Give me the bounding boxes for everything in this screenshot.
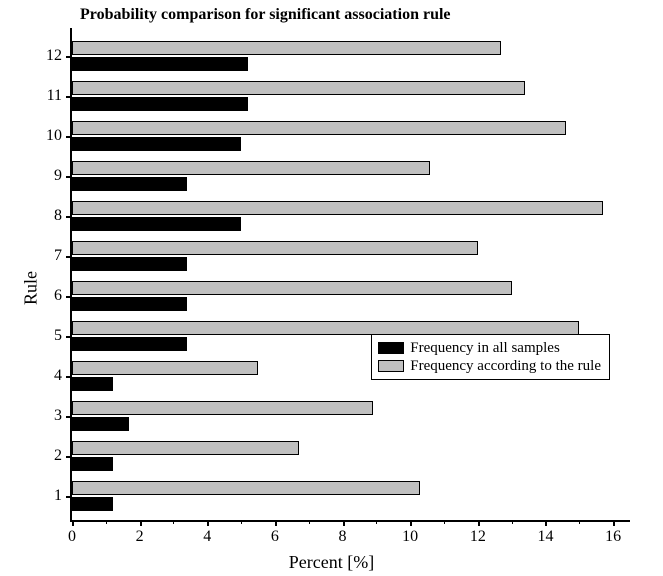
bar-frequency-rule xyxy=(72,41,501,55)
bar-frequency-rule xyxy=(72,241,478,255)
y-tick-label: 10 xyxy=(46,127,62,145)
bar-frequency-all xyxy=(72,297,187,311)
plot-area: 0246810121416123456789101112Frequency in… xyxy=(70,28,630,522)
legend-item: Frequency in all samples xyxy=(378,339,601,357)
y-tick-label: 2 xyxy=(54,447,62,465)
x-tick-minor xyxy=(241,520,242,524)
bar-frequency-rule xyxy=(72,401,373,415)
bar-frequency-rule xyxy=(72,121,566,135)
y-tick-label: 11 xyxy=(47,87,62,105)
legend: Frequency in all samplesFrequency accord… xyxy=(371,334,610,380)
bar-frequency-all xyxy=(72,177,187,191)
y-tick-label: 7 xyxy=(54,247,62,265)
chart-container: Probability comparison for significant a… xyxy=(0,0,663,576)
bar-frequency-all xyxy=(72,377,113,391)
bar-frequency-all xyxy=(72,417,129,431)
chart-title: Probability comparison for significant a… xyxy=(80,6,451,24)
x-tick-label: 16 xyxy=(605,528,621,546)
y-tick-label: 8 xyxy=(54,207,62,225)
legend-label: Frequency according to the rule xyxy=(410,357,601,375)
bar-frequency-rule xyxy=(72,201,603,215)
bar-frequency-rule xyxy=(72,81,525,95)
x-tick xyxy=(613,520,615,526)
y-tick-label: 1 xyxy=(54,487,62,505)
y-tick-label: 12 xyxy=(46,47,62,65)
bar-frequency-rule xyxy=(72,161,430,175)
x-tick-label: 12 xyxy=(470,528,486,546)
x-tick-minor xyxy=(376,520,377,524)
legend-swatch xyxy=(378,342,404,354)
bar-frequency-all xyxy=(72,497,113,511)
x-tick-minor xyxy=(512,520,513,524)
bar-frequency-all xyxy=(72,257,187,271)
x-tick xyxy=(343,520,345,526)
y-tick-label: 3 xyxy=(54,407,62,425)
x-tick xyxy=(140,520,142,526)
y-tick-label: 5 xyxy=(54,327,62,345)
x-tick-label: 6 xyxy=(271,528,279,546)
bar-frequency-all xyxy=(72,97,248,111)
y-tick-label: 6 xyxy=(54,287,62,305)
x-tick xyxy=(72,520,74,526)
x-tick-label: 2 xyxy=(136,528,144,546)
bar-frequency-all xyxy=(72,217,241,231)
x-tick-label: 4 xyxy=(203,528,211,546)
y-tick-label: 4 xyxy=(54,367,62,385)
x-tick xyxy=(275,520,277,526)
bar-frequency-all xyxy=(72,337,187,351)
x-tick-minor xyxy=(444,520,445,524)
x-tick-label: 8 xyxy=(339,528,347,546)
bar-frequency-all xyxy=(72,137,241,151)
legend-label: Frequency in all samples xyxy=(410,339,560,357)
bar-frequency-all xyxy=(72,457,113,471)
bar-frequency-all xyxy=(72,57,248,71)
y-axis-label: Rule xyxy=(21,271,42,305)
bar-frequency-rule xyxy=(72,481,420,495)
x-tick-label: 0 xyxy=(68,528,76,546)
x-tick-minor xyxy=(106,520,107,524)
x-tick xyxy=(545,520,547,526)
bar-frequency-rule xyxy=(72,321,579,335)
legend-item: Frequency according to the rule xyxy=(378,357,601,375)
x-tick-minor xyxy=(173,520,174,524)
x-axis-label: Percent [%] xyxy=(0,552,663,573)
x-tick-label: 10 xyxy=(402,528,418,546)
x-tick xyxy=(410,520,412,526)
bar-frequency-rule xyxy=(72,441,299,455)
bar-frequency-rule xyxy=(72,281,512,295)
y-tick-label: 9 xyxy=(54,167,62,185)
legend-swatch xyxy=(378,360,404,372)
bar-frequency-rule xyxy=(72,361,258,375)
x-tick xyxy=(207,520,209,526)
x-tick-minor xyxy=(579,520,580,524)
x-tick xyxy=(478,520,480,526)
x-tick-label: 14 xyxy=(537,528,553,546)
x-tick-minor xyxy=(309,520,310,524)
